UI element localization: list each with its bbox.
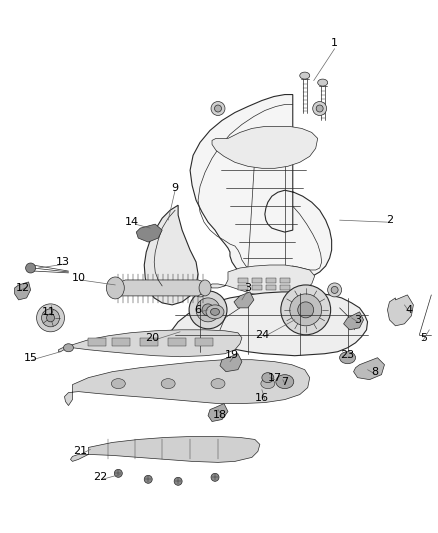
Ellipse shape — [193, 283, 207, 297]
Ellipse shape — [261, 378, 275, 389]
Text: 16: 16 — [255, 393, 269, 402]
Text: 20: 20 — [145, 333, 159, 343]
Ellipse shape — [290, 294, 321, 326]
Ellipse shape — [206, 305, 224, 319]
Polygon shape — [234, 292, 254, 308]
Polygon shape — [88, 338, 106, 346]
Polygon shape — [280, 278, 290, 283]
Text: 14: 14 — [125, 217, 139, 227]
Polygon shape — [280, 285, 290, 290]
Text: 11: 11 — [42, 307, 56, 317]
Polygon shape — [343, 312, 364, 330]
Ellipse shape — [114, 470, 122, 478]
Ellipse shape — [42, 309, 60, 327]
Text: 23: 23 — [340, 350, 355, 360]
Text: 9: 9 — [172, 183, 179, 193]
Text: 19: 19 — [225, 350, 239, 360]
Polygon shape — [59, 330, 242, 357]
Polygon shape — [238, 285, 248, 290]
Ellipse shape — [144, 475, 152, 483]
Text: 6: 6 — [194, 305, 201, 315]
Text: 17: 17 — [268, 373, 282, 383]
Polygon shape — [112, 338, 130, 346]
Ellipse shape — [298, 302, 314, 318]
Polygon shape — [71, 437, 260, 462]
Ellipse shape — [106, 277, 124, 299]
Ellipse shape — [211, 473, 219, 481]
Text: 18: 18 — [213, 409, 227, 419]
Text: 1: 1 — [331, 38, 338, 48]
Text: 22: 22 — [93, 472, 107, 482]
Ellipse shape — [316, 105, 323, 112]
Polygon shape — [238, 278, 248, 283]
Polygon shape — [168, 338, 186, 346]
Polygon shape — [212, 126, 318, 168]
Ellipse shape — [300, 72, 310, 79]
Polygon shape — [252, 285, 262, 290]
Ellipse shape — [111, 378, 125, 389]
Ellipse shape — [211, 309, 219, 316]
Ellipse shape — [25, 263, 35, 273]
Polygon shape — [388, 295, 413, 326]
Polygon shape — [115, 280, 205, 296]
Ellipse shape — [215, 105, 222, 112]
Polygon shape — [64, 360, 310, 406]
Text: 8: 8 — [371, 367, 378, 377]
Text: 3: 3 — [244, 283, 251, 293]
Text: 10: 10 — [71, 273, 85, 283]
Polygon shape — [353, 358, 385, 379]
Polygon shape — [140, 338, 158, 346]
Text: 5: 5 — [420, 333, 427, 343]
Polygon shape — [208, 403, 228, 422]
Ellipse shape — [189, 291, 227, 329]
Text: 13: 13 — [56, 257, 70, 267]
Polygon shape — [266, 285, 276, 290]
Ellipse shape — [211, 378, 225, 389]
Ellipse shape — [196, 298, 220, 322]
Ellipse shape — [46, 314, 54, 322]
Text: 21: 21 — [74, 447, 88, 456]
Text: 15: 15 — [24, 353, 38, 363]
Ellipse shape — [161, 378, 175, 389]
Text: 2: 2 — [386, 215, 393, 225]
Polygon shape — [252, 278, 262, 283]
Polygon shape — [190, 94, 332, 280]
Text: 12: 12 — [16, 283, 30, 293]
Polygon shape — [14, 282, 31, 300]
Text: 3: 3 — [354, 315, 361, 325]
Text: 4: 4 — [406, 305, 413, 315]
Polygon shape — [144, 205, 198, 305]
Ellipse shape — [197, 286, 204, 293]
Ellipse shape — [199, 280, 211, 296]
Polygon shape — [136, 224, 162, 242]
Ellipse shape — [313, 101, 327, 116]
Ellipse shape — [281, 285, 331, 335]
Ellipse shape — [202, 304, 214, 316]
Ellipse shape — [276, 375, 294, 389]
Polygon shape — [266, 278, 276, 283]
Ellipse shape — [174, 478, 182, 486]
Text: 24: 24 — [255, 330, 269, 340]
Ellipse shape — [328, 283, 342, 297]
Ellipse shape — [262, 373, 274, 383]
Ellipse shape — [64, 344, 74, 352]
Ellipse shape — [318, 79, 328, 86]
Ellipse shape — [37, 304, 64, 332]
Polygon shape — [195, 338, 213, 346]
Ellipse shape — [331, 286, 338, 293]
Ellipse shape — [211, 101, 225, 116]
Polygon shape — [220, 354, 242, 372]
Polygon shape — [210, 265, 314, 296]
Text: 7: 7 — [281, 377, 288, 386]
Ellipse shape — [339, 352, 356, 364]
Polygon shape — [168, 292, 367, 356]
